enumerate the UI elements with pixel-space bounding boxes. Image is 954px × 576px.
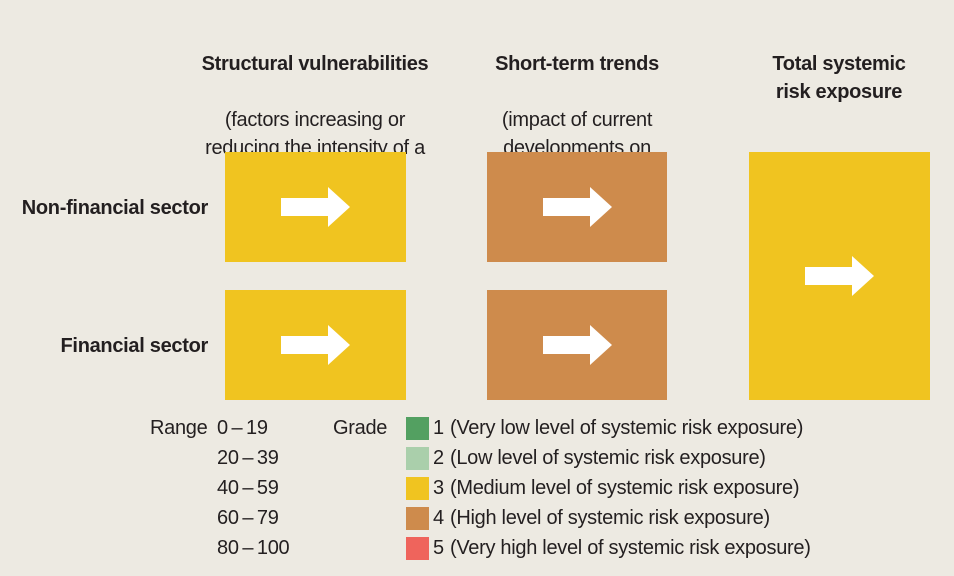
legend-range-value: 60 – 79	[217, 506, 279, 529]
legend-grade-label: Grade	[333, 416, 388, 439]
legend-description: (Very low level of systemic risk exposur…	[450, 416, 804, 439]
legend-row: 80 – 100 5 (Very high level of systemic …	[150, 533, 811, 563]
legend-range-value: 0 – 19	[217, 416, 268, 439]
legend-color-swatch-grade-1	[406, 416, 429, 440]
legend-color-swatch-grade-4	[406, 506, 429, 530]
legend-range-label: Range	[150, 416, 208, 439]
legend-swatch-cell	[406, 446, 433, 470]
row-label-financial-sector: Financial sector	[60, 335, 209, 357]
right-arrow-icon	[281, 325, 350, 365]
legend-description: (Very high level of systemic risk exposu…	[450, 536, 811, 559]
legend-grade-number: 2	[433, 446, 444, 469]
legend-description: (Low level of systemic risk exposure)	[450, 446, 766, 469]
legend-color-swatch-grade-5	[406, 536, 429, 560]
legend-row: 40 – 59 3 (Medium level of systemic risk…	[150, 473, 811, 503]
legend-swatch-cell	[406, 476, 433, 500]
right-arrow-icon	[281, 187, 350, 227]
legend-row: 60 – 79 4 (High level of systemic risk e…	[150, 503, 811, 533]
legend-swatch-cell	[406, 506, 433, 530]
risk-cell-nonfinancial-structural	[225, 152, 406, 262]
legend-row: 20 – 39 2 (Low level of systemic risk ex…	[150, 443, 811, 473]
column-header-total-systemic-risk: Total systemic risk exposure	[714, 22, 954, 162]
column-title: Total systemic risk exposure	[772, 53, 906, 103]
column-title: Structural vulnerabilities	[201, 53, 429, 75]
legend-grade-number: 1	[433, 416, 444, 439]
right-arrow-icon	[805, 256, 874, 296]
legend-grade-number: 5	[433, 536, 444, 559]
legend-swatch-cell	[406, 536, 433, 560]
risk-cell-financial-shortterm	[487, 290, 667, 400]
risk-cell-financial-structural	[225, 290, 406, 400]
legend-range-value: 80 – 100	[217, 536, 290, 559]
legend-grade-number: 3	[433, 476, 444, 499]
legend-range-value: 20 – 39	[217, 446, 279, 469]
legend-swatch-cell	[406, 416, 433, 440]
right-arrow-icon	[542, 325, 612, 365]
legend-range-value: 40 – 59	[217, 476, 279, 499]
legend-description: (Medium level of systemic risk exposure)	[450, 476, 800, 499]
legend-color-swatch-grade-2	[406, 446, 429, 470]
legend-row: Range 0 – 19 Grade 1 (Very low level of …	[150, 413, 811, 443]
legend-description: (High level of systemic risk exposure)	[450, 506, 770, 529]
row-label-non-financial-sector: Non-financial sector	[21, 197, 209, 219]
right-arrow-icon	[542, 187, 612, 227]
risk-cell-nonfinancial-shortterm	[487, 152, 667, 262]
legend: Range 0 – 19 Grade 1 (Very low level of …	[150, 413, 811, 563]
risk-cell-total-systemic-risk	[749, 152, 930, 400]
legend-grade-number: 4	[433, 506, 444, 529]
column-title: Short-term trends	[495, 53, 659, 75]
legend-color-swatch-grade-3	[406, 476, 429, 500]
